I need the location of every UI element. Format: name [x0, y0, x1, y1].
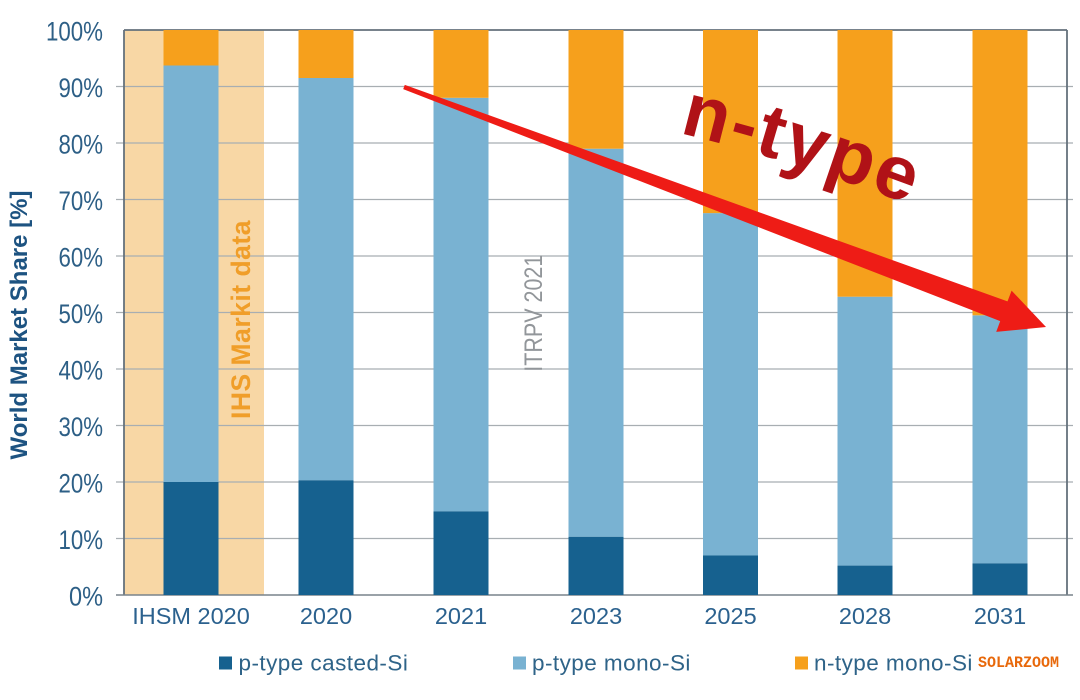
- svg-text:p-type casted-Si: p-type casted-Si: [239, 651, 409, 676]
- svg-text:2031: 2031: [974, 603, 1026, 629]
- svg-text:10%: 10%: [59, 525, 104, 555]
- svg-text:2023: 2023: [570, 603, 622, 629]
- svg-text:80%: 80%: [59, 129, 104, 159]
- svg-text:100%: 100%: [46, 16, 103, 46]
- svg-text:2025: 2025: [704, 603, 756, 629]
- svg-text:SOLARZOOM: SOLARZOOM: [978, 654, 1059, 672]
- svg-text:p-type mono-Si: p-type mono-Si: [532, 651, 691, 676]
- svg-text:30%: 30%: [59, 412, 104, 442]
- svg-text:IHSM 2020: IHSM 2020: [132, 603, 250, 629]
- svg-text:0%: 0%: [69, 581, 103, 611]
- svg-text:n-type mono-Si: n-type mono-Si: [814, 651, 973, 676]
- svg-text:70%: 70%: [59, 186, 104, 216]
- svg-text:World Market Share [%]: World Market Share [%]: [6, 191, 33, 460]
- svg-text:20%: 20%: [59, 468, 104, 498]
- svg-text:2021: 2021: [435, 603, 487, 629]
- svg-text:90%: 90%: [59, 73, 104, 103]
- svg-text:2028: 2028: [839, 603, 891, 629]
- svg-text:50%: 50%: [59, 299, 104, 329]
- svg-text:40%: 40%: [59, 355, 104, 385]
- svg-text:IHS Markit data: IHS Markit data: [226, 220, 256, 419]
- svg-text:ITRPV 2021: ITRPV 2021: [520, 255, 548, 372]
- svg-text:2020: 2020: [300, 603, 352, 629]
- svg-text:60%: 60%: [59, 242, 104, 272]
